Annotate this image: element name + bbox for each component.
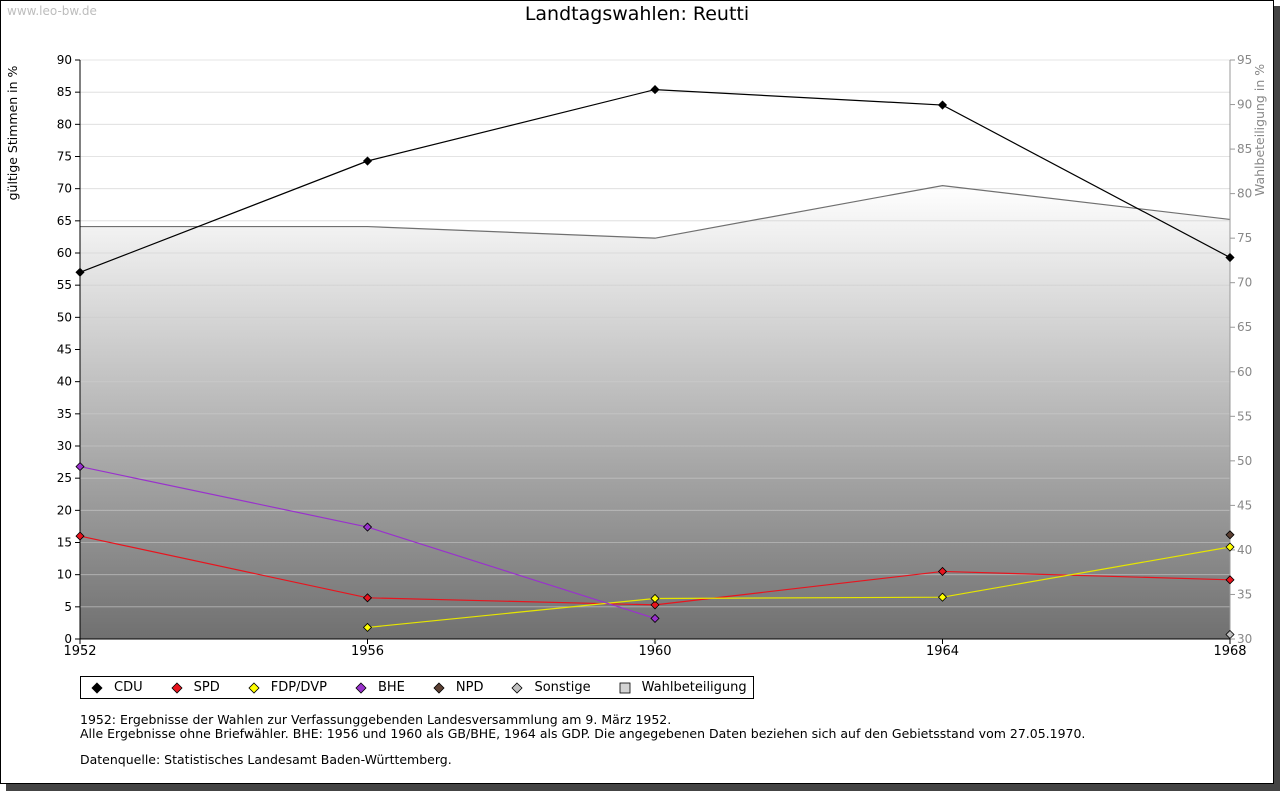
legend-marker-bhe bbox=[355, 681, 367, 694]
marker-fdp-dvp-1956 bbox=[362, 622, 373, 632]
marker-fdp-dvp-1968 bbox=[1225, 542, 1235, 552]
y-tick-label-30: 30 bbox=[57, 439, 72, 453]
marker-cdu-1956 bbox=[362, 156, 373, 166]
marker-spd-1952 bbox=[75, 531, 85, 541]
legend-label-sonstige: Sonstige bbox=[534, 680, 591, 695]
y-tick-label-25: 25 bbox=[57, 471, 72, 485]
y2-axis-title: Wahlbeteiligung in % bbox=[1252, 64, 1267, 196]
chart-title: Landtagswahlen: Reutti bbox=[524, 3, 750, 25]
marker-fdp-dvp-1960 bbox=[650, 593, 660, 604]
marker-cdu-1968 bbox=[1225, 252, 1235, 263]
marker-cdu-1960 bbox=[650, 85, 660, 95]
y-tick-label-75: 75 bbox=[57, 150, 72, 164]
legend-marker-npd bbox=[433, 681, 445, 694]
y2-tick-label-85: 85 bbox=[1237, 142, 1252, 156]
y-tick-label-65: 65 bbox=[57, 214, 72, 228]
y2-tick-label-35: 35 bbox=[1237, 587, 1252, 601]
y-tick-label-80: 80 bbox=[57, 117, 72, 131]
marker-bhe-1960 bbox=[650, 613, 660, 623]
marker-spd-1964 bbox=[937, 566, 948, 577]
y-tick-label-0: 0 bbox=[64, 632, 72, 646]
marker-cdu-1964 bbox=[937, 100, 948, 110]
y-tick-label-45: 45 bbox=[57, 343, 72, 357]
y2-tick-label-80: 80 bbox=[1237, 187, 1252, 201]
y-tick-label-20: 20 bbox=[57, 503, 72, 517]
y-tick-label-35: 35 bbox=[57, 407, 72, 421]
note-line-1: 1952: Ergebnisse der Wahlen zur Verfassu… bbox=[80, 712, 672, 727]
legend-item-spd: SPD bbox=[167, 680, 220, 695]
x-tick-label-1968: 1968 bbox=[1213, 644, 1246, 659]
y-tick-label-55: 55 bbox=[57, 278, 72, 292]
y-tick-label-15: 15 bbox=[57, 536, 72, 550]
legend-marker-spd bbox=[171, 681, 183, 694]
legend-label-cdu: CDU bbox=[114, 680, 143, 695]
y2-tick-label-40: 40 bbox=[1237, 543, 1252, 557]
legend-marker-wahlbeteiligung bbox=[619, 682, 631, 693]
legend-label-bhe: BHE bbox=[377, 680, 405, 695]
x-tick-label-1952: 1952 bbox=[63, 644, 96, 659]
y2-tick-label-30: 30 bbox=[1237, 632, 1252, 646]
legend-label-spd: SPD bbox=[193, 680, 220, 695]
legend-marker-sonstige bbox=[511, 681, 524, 694]
marker-bhe-1952 bbox=[75, 462, 85, 472]
series-line-fdp-dvp bbox=[367, 546, 1231, 629]
marker-fdp-dvp-1964 bbox=[937, 592, 948, 602]
y2-tick-label-50: 50 bbox=[1237, 454, 1252, 468]
y2-tick-label-45: 45 bbox=[1237, 498, 1252, 512]
y2-tick-label-95: 95 bbox=[1237, 53, 1252, 67]
y-tick-label-50: 50 bbox=[57, 310, 72, 324]
marker-sonstige-1968 bbox=[1225, 629, 1235, 640]
watermark: www.leo-bw.de bbox=[7, 4, 97, 18]
y-tick-label-40: 40 bbox=[57, 375, 72, 389]
y2-tick-label-65: 65 bbox=[1237, 320, 1252, 334]
frame-shadow-right bbox=[1274, 6, 1280, 790]
marker-cdu-1952 bbox=[75, 267, 85, 277]
legend-item-npd: NPD bbox=[429, 680, 484, 695]
y2-tick-label-70: 70 bbox=[1237, 276, 1252, 290]
legend-label-npd: NPD bbox=[455, 680, 484, 695]
data-source: Datenquelle: Statistisches Landesamt Bad… bbox=[80, 752, 452, 767]
turnout-line bbox=[80, 184, 1231, 239]
marker-spd-1968 bbox=[1225, 575, 1235, 585]
y-tick-label-60: 60 bbox=[57, 246, 72, 260]
x-tick-label-1964: 1964 bbox=[926, 644, 959, 659]
y-axis-title: gültige Stimmen in % bbox=[5, 65, 20, 200]
chart-canvas: 0 5 10 15 20 25 30 35 40 45 50 55 60 65 70 75 80 85 90 30 35… bbox=[5, 53, 1267, 659]
x-tick-label-1956: 1956 bbox=[351, 644, 384, 659]
y-tick-label-10: 10 bbox=[57, 568, 72, 582]
note-line-2: Alle Ergebnisse ohne Briefwähler. BHE: 1… bbox=[80, 725, 1086, 741]
legend-label-wahlbeteiligung: Wahlbeteiligung bbox=[641, 680, 747, 695]
y-tick-label-90: 90 bbox=[57, 53, 72, 67]
y-tick-label-85: 85 bbox=[57, 85, 72, 99]
y2-tick-label-55: 55 bbox=[1237, 409, 1252, 423]
legend-item-wahlbeteiligung: Wahlbeteiligung bbox=[615, 680, 747, 695]
legend-marker-fdp-dvp bbox=[248, 681, 260, 694]
turnout-area bbox=[80, 185, 1230, 640]
marker-bhe-1956 bbox=[362, 522, 373, 532]
legend-item-cdu: CDU bbox=[87, 680, 143, 695]
marker-spd-1960 bbox=[650, 600, 660, 610]
y2-tick-label-60: 60 bbox=[1237, 365, 1252, 379]
legend-item-bhe: BHE bbox=[351, 680, 405, 695]
chart-legend: CDU SPD FDP/DVP BHE NPD Sonstige Wahlbeteiligu… bbox=[80, 676, 754, 699]
y2-tick-label-75: 75 bbox=[1237, 231, 1252, 245]
legend-label-fdp-dvp: FDP/DVP bbox=[270, 680, 327, 695]
marker-npd-1968 bbox=[1225, 530, 1235, 540]
frame-shadow-bottom bbox=[6, 784, 1280, 791]
y-tick-label-5: 5 bbox=[64, 600, 72, 614]
x-tick-label-1960: 1960 bbox=[638, 644, 671, 659]
marker-spd-1956 bbox=[362, 593, 373, 603]
y2-tick-label-90: 90 bbox=[1237, 98, 1252, 112]
legend-marker-cdu bbox=[91, 681, 103, 694]
y-tick-label-70: 70 bbox=[57, 182, 72, 196]
legend-item-sonstige: Sonstige bbox=[507, 680, 591, 695]
chart-notes: 1952: Ergebnisse der Wahlen zur Verfassu… bbox=[80, 713, 1085, 767]
legend-item-fdp-dvp: FDP/DVP bbox=[244, 680, 327, 695]
